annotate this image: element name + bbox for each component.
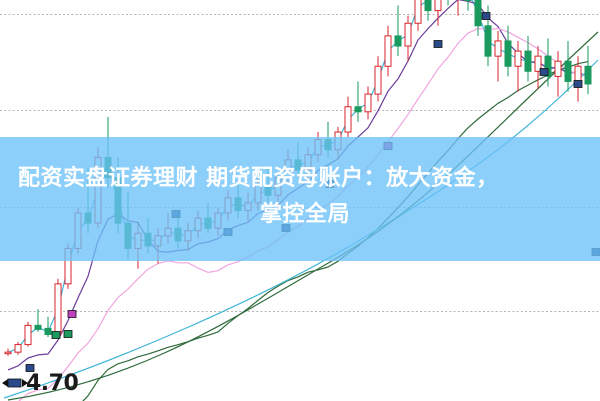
blue-overlay-band [0,137,600,261]
price-label: 4.70 [26,371,79,396]
price-marker-icon [2,378,28,388]
